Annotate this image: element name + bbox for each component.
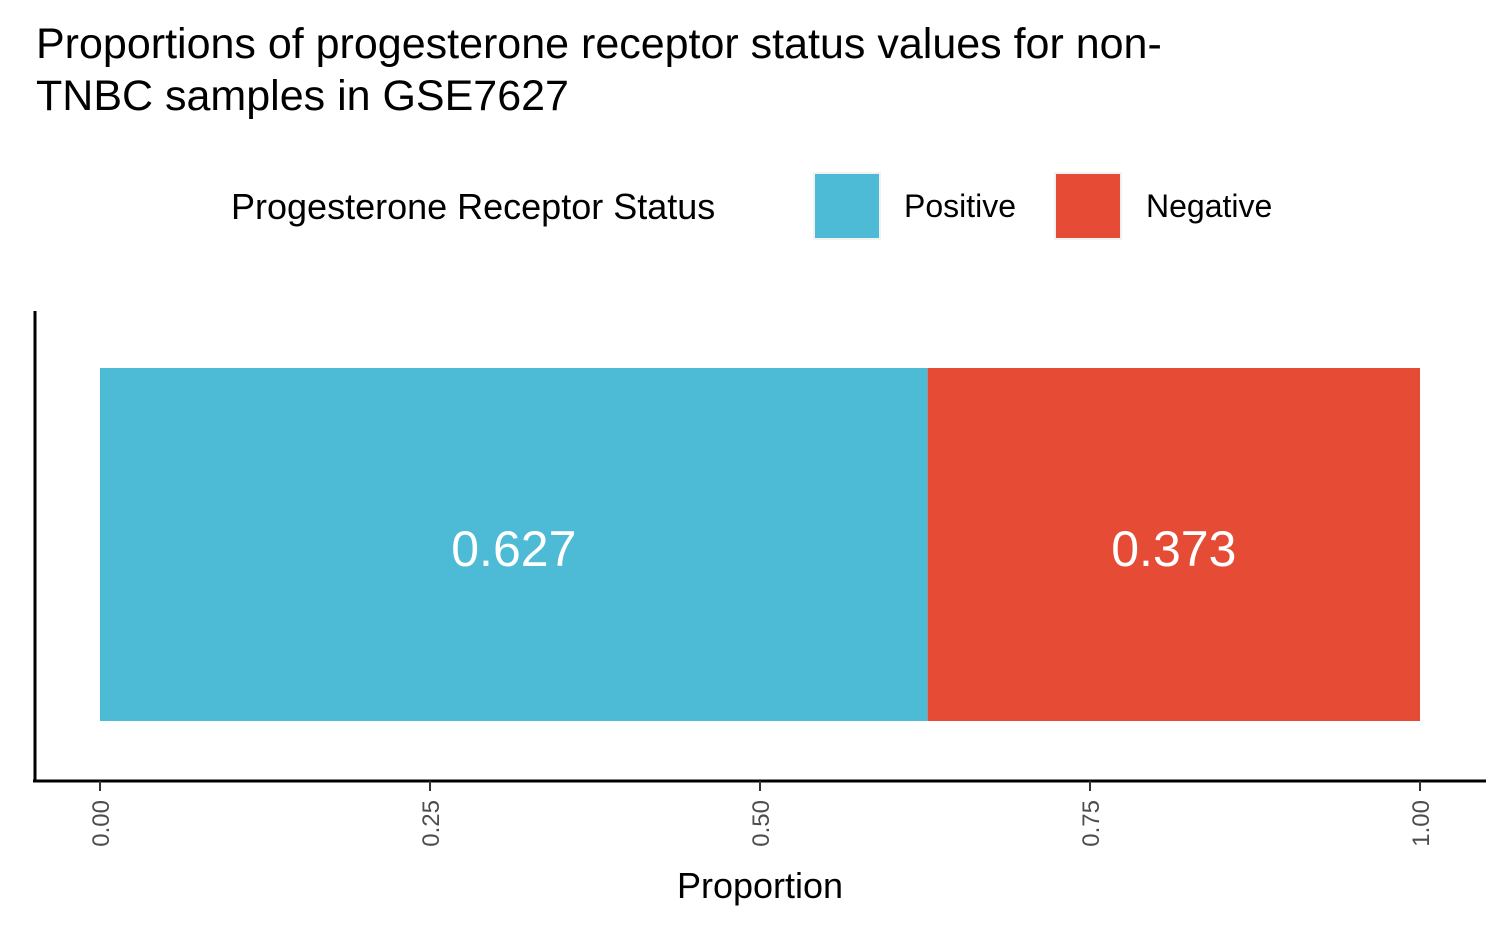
x-tick-label: 0.75 <box>1078 800 1105 847</box>
x-axis-ticks: 0.00 0.25 0.50 0.75 1.00 <box>88 781 1435 847</box>
x-tick-label: 1.00 <box>1408 800 1435 847</box>
x-tick-label: 0.25 <box>418 800 445 847</box>
x-tick-label: 0.00 <box>88 800 115 847</box>
legend-title: Progesterone Receptor Status <box>231 186 715 227</box>
legend: Progesterone Receptor Status Positive Ne… <box>231 172 1272 240</box>
legend-key-positive <box>813 172 881 240</box>
bar-positive <box>100 368 928 721</box>
legend-key-negative <box>1054 172 1122 240</box>
data-label-positive: 0.627 <box>451 521 576 577</box>
legend-label-positive: Positive <box>904 188 1016 224</box>
bar-group: 0.627 0.373 <box>100 368 1420 721</box>
chart-title-line-1: Proportions of progesterone receptor sta… <box>36 20 1162 68</box>
x-tick-label: 0.50 <box>748 800 775 847</box>
bar-negative <box>927 368 1420 721</box>
chart-title-line-2: TNBC samples in GSE7627 <box>36 72 569 120</box>
x-axis-title: Proportion <box>677 865 843 906</box>
data-label-negative: 0.373 <box>1111 521 1236 577</box>
chart-title: Proportions of progesterone receptor sta… <box>36 18 1476 122</box>
legend-label-negative: Negative <box>1146 188 1272 224</box>
